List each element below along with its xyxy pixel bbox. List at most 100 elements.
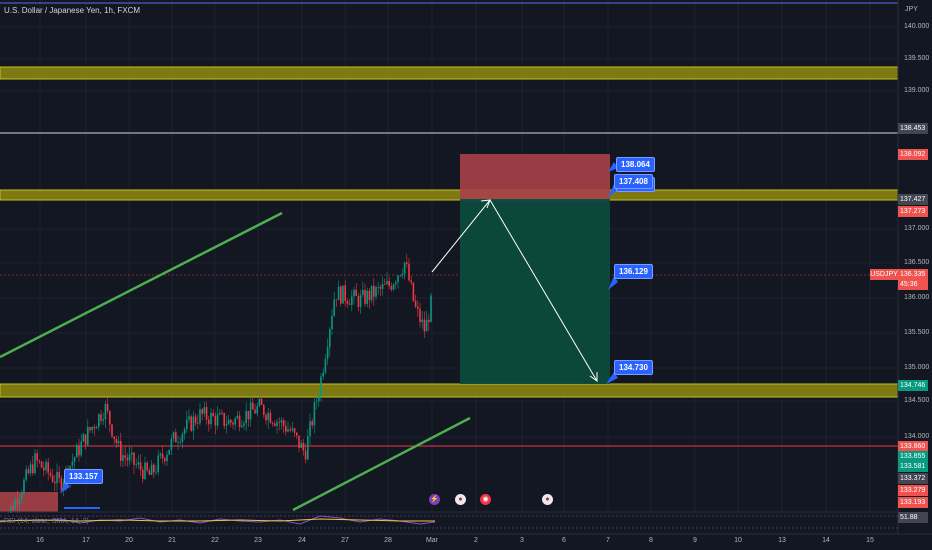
- time-tick: 3: [520, 537, 524, 544]
- candle-body: [157, 455, 159, 472]
- time-tick: 2: [474, 537, 478, 544]
- candle-body: [254, 409, 256, 414]
- candle-body: [307, 436, 309, 460]
- price-badge: 133.193: [898, 497, 928, 508]
- candle-body: [353, 289, 355, 297]
- candle-body: [170, 438, 173, 450]
- price-badge: 138.092: [898, 149, 928, 160]
- candle-body: [225, 424, 228, 426]
- candle-body: [89, 427, 91, 431]
- resistance-zone-middle[interactable]: [0, 189, 899, 201]
- candle-body: [241, 425, 243, 428]
- candle-body: [113, 436, 115, 440]
- candle-body: [43, 467, 45, 471]
- candle-body: [144, 462, 146, 479]
- candle-body: [276, 421, 278, 426]
- trend-line-lower[interactable]: [292, 416, 471, 512]
- lightning-event-icon[interactable]: ⚡: [429, 494, 440, 505]
- take-profit-area[interactable]: [460, 199, 610, 384]
- candle-body: [115, 439, 118, 444]
- candle-body: [104, 403, 107, 420]
- candle-body: [379, 287, 382, 289]
- candle-body: [289, 429, 291, 431]
- candle-body: [54, 481, 56, 484]
- candle-body: [271, 422, 274, 424]
- candle-body: [298, 435, 300, 448]
- us-flag-event-icon-2[interactable]: ●: [542, 494, 553, 505]
- candle-body: [234, 418, 236, 425]
- candle-body: [267, 412, 269, 421]
- candle-body: [98, 414, 100, 427]
- candle-body: [49, 472, 52, 476]
- candle-body: [109, 410, 111, 425]
- candle-body: [377, 287, 379, 288]
- candle-body: [216, 414, 219, 426]
- candle-body: [412, 282, 415, 301]
- price-badge: 133.581: [898, 461, 928, 472]
- us-flag-event-icon[interactable]: ●: [455, 494, 466, 505]
- candle-body: [148, 470, 151, 475]
- candle-body: [348, 303, 351, 305]
- candle-body: [386, 280, 388, 285]
- candle-body: [401, 273, 404, 276]
- candle-body: [155, 471, 157, 473]
- candle-body: [414, 300, 417, 307]
- candle-body: [221, 412, 223, 414]
- candle-body: [194, 416, 197, 424]
- candlestick-series: [1, 253, 432, 533]
- candle-body: [408, 263, 410, 281]
- left-box-label[interactable]: 133.157: [64, 469, 103, 484]
- candle-body: [342, 285, 344, 304]
- stop-loss-area[interactable]: [460, 154, 610, 199]
- candle-body: [38, 460, 41, 462]
- candle-body: [139, 462, 142, 470]
- candle-body: [351, 296, 353, 305]
- mid-label[interactable]: 136.129: [614, 264, 653, 279]
- time-tick: 13: [778, 537, 786, 544]
- candle-body: [153, 464, 155, 473]
- resistance-zone-upper[interactable]: [0, 66, 899, 80]
- candle-body: [164, 458, 166, 462]
- candle-body: [172, 432, 175, 439]
- trend-line-upper[interactable]: [0, 211, 283, 359]
- candle-body: [302, 442, 305, 451]
- candle-body: [166, 454, 168, 462]
- candle-body: [177, 442, 179, 443]
- candle-body: [384, 283, 386, 285]
- target-label[interactable]: 134.730: [614, 360, 653, 375]
- time-tick: Mar: [425, 537, 439, 544]
- time-tick: 23: [254, 537, 262, 544]
- price-tick: 139.000: [904, 87, 930, 94]
- left-position-box[interactable]: [0, 492, 58, 512]
- candle-body: [29, 464, 32, 474]
- stop-top-label[interactable]: 138.064: [616, 157, 655, 172]
- candle-body: [135, 464, 137, 466]
- projection-arrows: [431, 199, 598, 382]
- candle-body: [247, 410, 250, 420]
- candle-body: [71, 461, 74, 466]
- record-event-icon[interactable]: ◉: [480, 494, 491, 505]
- candle-body: [236, 415, 239, 419]
- support-zone[interactable]: [0, 383, 899, 398]
- rsi-label: RSI (14, close, SMA, 14, 2): [4, 518, 89, 525]
- candle-body: [106, 403, 109, 411]
- candle-body: [128, 454, 131, 461]
- price-badge: 136.335: [898, 269, 928, 280]
- candle-body: [399, 275, 401, 277]
- rsi-line: [0, 515, 436, 525]
- candle-body: [137, 462, 140, 465]
- candle-body: [417, 306, 419, 309]
- candle-body: [324, 359, 327, 373]
- candle-body: [315, 401, 318, 403]
- candle-body: [60, 478, 63, 491]
- rsi-sma-line: [0, 518, 435, 522]
- candle-body: [14, 499, 16, 510]
- price-badge: 45:36: [898, 279, 928, 290]
- time-tick: 6: [562, 537, 566, 544]
- entry-label-visible[interactable]: 137.408: [614, 174, 653, 189]
- candle-body: [388, 280, 390, 286]
- candle-body: [291, 428, 294, 431]
- price-badge: 133.372: [898, 473, 928, 484]
- price-tick: 135.500: [904, 329, 930, 336]
